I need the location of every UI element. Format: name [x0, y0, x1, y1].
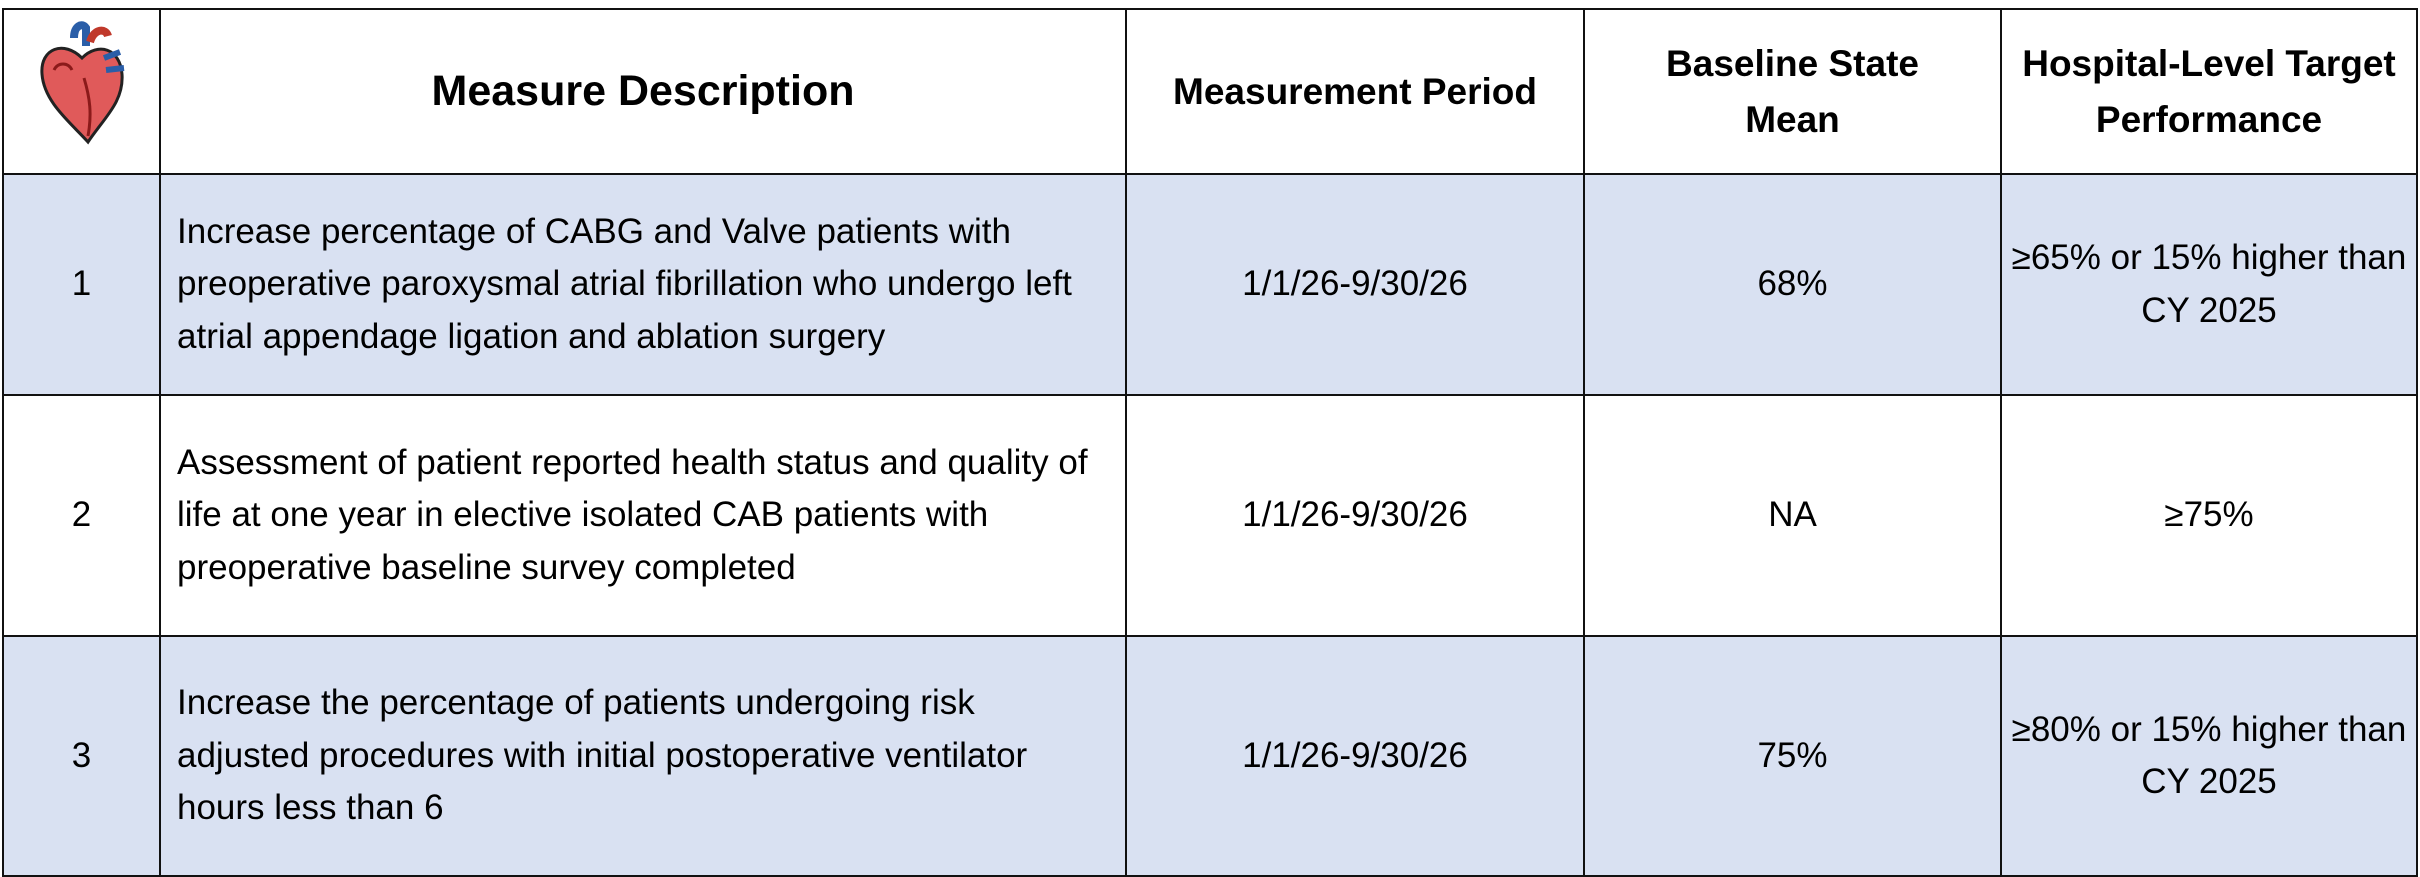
page: Measure Description Measurement Period B… [0, 0, 2420, 858]
header-text: Baseline State Mean [1663, 36, 1923, 147]
target-performance: ≥75% [2001, 395, 2417, 636]
heart-icon [34, 18, 130, 150]
measures-table: Measure Description Measurement Period B… [2, 8, 2418, 877]
measurement-period: 1/1/26-9/30/26 [1126, 395, 1584, 636]
row-number: 3 [3, 636, 160, 876]
header-cell: Hospital-Level Target Performance [2001, 9, 2417, 174]
header-cell: Baseline State Mean [1584, 9, 2001, 174]
target-performance: ≥65% or 15% higher than CY 2025 [2001, 174, 2417, 395]
target-performance: ≥80% or 15% higher than CY 2025 [2001, 636, 2417, 876]
measure-description: Assessment of patient reported health st… [160, 395, 1126, 636]
measurement-period: 1/1/26-9/30/26 [1126, 174, 1584, 395]
header-cell: Measure Description [160, 9, 1126, 174]
baseline-mean: 68% [1584, 174, 2001, 395]
header-cell: Measurement Period [1126, 9, 1584, 174]
measure-description: Increase percentage of CABG and Valve pa… [160, 174, 1126, 395]
row-number: 1 [3, 174, 160, 395]
baseline-mean: 75% [1584, 636, 2001, 876]
measurement-period: 1/1/26-9/30/26 [1126, 636, 1584, 876]
icon-cell [3, 9, 160, 174]
header-row: Measure Description Measurement Period B… [3, 9, 2417, 174]
row-number: 2 [3, 395, 160, 636]
baseline-mean: NA [1584, 395, 2001, 636]
measure-description: Increase the percentage of patients unde… [160, 636, 1126, 876]
